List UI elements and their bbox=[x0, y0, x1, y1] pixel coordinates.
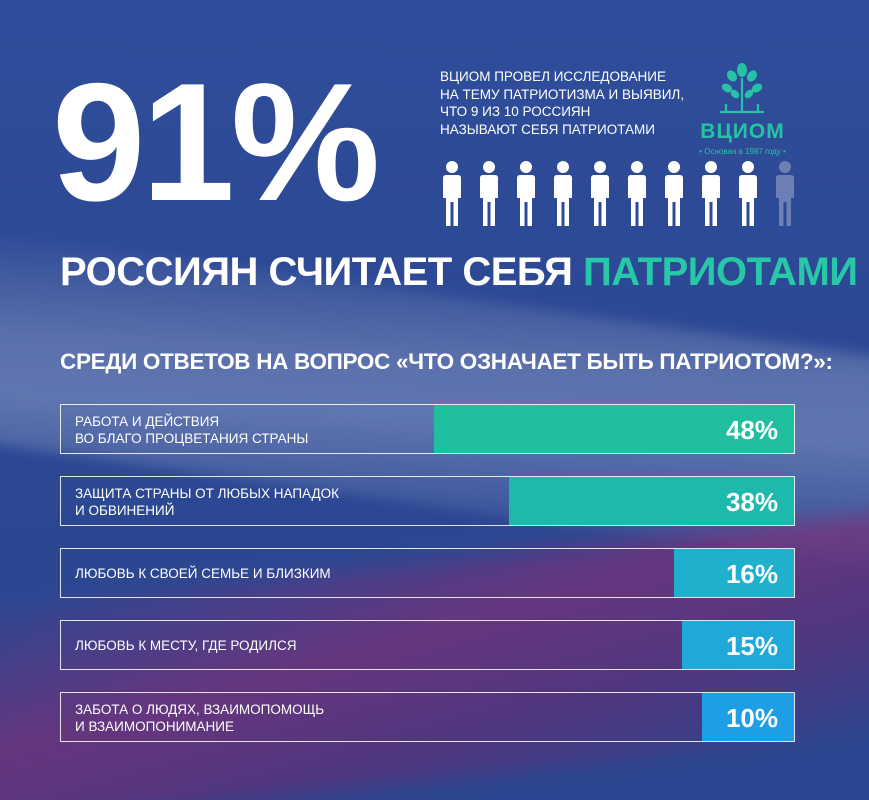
person-icon bbox=[517, 161, 535, 226]
headline-accent: ПАТРИОТАМИ bbox=[583, 250, 858, 294]
person-icon bbox=[665, 161, 683, 226]
intro-line: НА ТЕМУ ПАТРИОТИЗМА И ВЫЯВИЛ, bbox=[440, 86, 685, 102]
bar-label-line: ЗАБОТА О ЛЮДЯХ, ВЗАИМОПОМОЩЬ bbox=[75, 701, 325, 717]
bar-label-line: РАБОТА И ДЕЙСТВИЯ bbox=[75, 413, 220, 429]
person-icon bbox=[554, 161, 572, 226]
intro-line: ЧТО 9 ИЗ 10 РОССИЯН bbox=[440, 104, 591, 119]
bar-label-line: И ОБВИНЕНИЙ bbox=[75, 503, 175, 518]
person-icon bbox=[702, 161, 720, 226]
bar-label-line: ЛЮБОВЬ К МЕСТУ, ГДЕ РОДИЛСЯ bbox=[75, 638, 297, 654]
bar-row: ЗАБОТА О ЛЮДЯХ, ВЗАИМОПОМОЩЬ И ВЗАИМОПОНИ… bbox=[60, 692, 795, 742]
bar-fill bbox=[434, 405, 794, 453]
bar-label: ЛЮБОВЬ К СВОЕЙ СЕМЬЕ И БЛИЗКИМ bbox=[75, 549, 331, 599]
bar-fill bbox=[509, 477, 794, 525]
person-icon bbox=[480, 161, 498, 226]
question-title: СРЕДИ ОТВЕТОВ НА ВОПРОС «ЧТО ОЗНАЧАЕТ БЫ… bbox=[60, 349, 833, 374]
bar-value-label: 48% bbox=[725, 415, 778, 445]
bar-label-line: ВО БЛАГО ПРОЦВЕТАНИЯ СТРАНЫ bbox=[75, 431, 309, 446]
bar-label: ЗАЩИТА СТРАНЫ ОТ ЛЮБЫХ НАПАДОК И ОБВИНЕНИ… bbox=[75, 477, 339, 527]
people-icons bbox=[443, 161, 794, 226]
bar-label: ЗАБОТА О ЛЮДЯХ, ВЗАИМОПОМОЩЬ И ВЗАИМОПОНИ… bbox=[75, 693, 324, 743]
bar-value-label: 10% bbox=[725, 703, 778, 733]
person-icon bbox=[739, 161, 757, 226]
headline: РОССИЯН СЧИТАЕТ СЕБЯ ПАТРИОТАМИ bbox=[60, 250, 858, 295]
person-icon bbox=[443, 161, 461, 226]
bar-value-label: 15% bbox=[725, 631, 778, 661]
bar-fill bbox=[674, 549, 794, 597]
logo-tagline: • Основан в 1987 году • bbox=[699, 147, 786, 156]
tree-icon bbox=[720, 63, 764, 114]
bar-row: ЗАЩИТА СТРАНЫ ОТ ЛЮБЫХ НАПАДОК И ОБВИНЕНИ… bbox=[60, 476, 795, 526]
intro-text: ВЦИОМ ПРОВЕЛ ИССЛЕДОВАНИЕ НА ТЕМУ ПАТРИО… bbox=[440, 68, 700, 138]
person-icon bbox=[591, 161, 609, 226]
bar-row: ЛЮБОВЬ К МЕСТУ, ГДЕ РОДИЛСЯ 15% bbox=[60, 620, 795, 670]
bar-label-line: ЗАЩИТА СТРАНЫ ОТ ЛЮБЫХ НАПАДОК bbox=[75, 485, 340, 501]
big-percent: 91% bbox=[52, 48, 380, 236]
bar-row: ЛЮБОВЬ К СВОЕЙ СЕМЬЕ И БЛИЗКИМ 16% bbox=[60, 548, 795, 598]
vciom-logo: ВЦИОМ • Основан в 1987 году • bbox=[680, 60, 805, 160]
bar-fill bbox=[681, 621, 794, 669]
bar-label-line: ЛЮБОВЬ К СВОЕЙ СЕМЬЕ И БЛИЗКИМ bbox=[75, 566, 331, 582]
intro-line: ВЦИОМ ПРОВЕЛ ИССЛЕДОВАНИЕ bbox=[440, 69, 666, 84]
bar-label: РАБОТА И ДЕЙСТВИЯ ВО БЛАГО ПРОЦВЕТАНИЯ СТ… bbox=[75, 405, 308, 455]
bar-fill bbox=[702, 693, 794, 741]
person-icon bbox=[628, 161, 646, 226]
logo-name: ВЦИОМ bbox=[700, 120, 785, 143]
bar-value-label: 16% bbox=[725, 559, 778, 589]
bar-label-line: И ВЗАИМОПОНИМАНИЕ bbox=[75, 719, 234, 734]
bar-label: ЛЮБОВЬ К МЕСТУ, ГДЕ РОДИЛСЯ bbox=[75, 621, 296, 671]
bar-row: РАБОТА И ДЕЙСТВИЯ ВО БЛАГО ПРОЦВЕТАНИЯ СТ… bbox=[60, 404, 795, 454]
bar-value-label: 38% bbox=[725, 487, 778, 517]
intro-line: НАЗЫВАЮТ СЕБЯ ПАТРИОТАМИ bbox=[440, 121, 655, 137]
headline-text: РОССИЯН СЧИТАЕТ СЕБЯ bbox=[60, 250, 573, 294]
person-icon bbox=[776, 161, 794, 226]
